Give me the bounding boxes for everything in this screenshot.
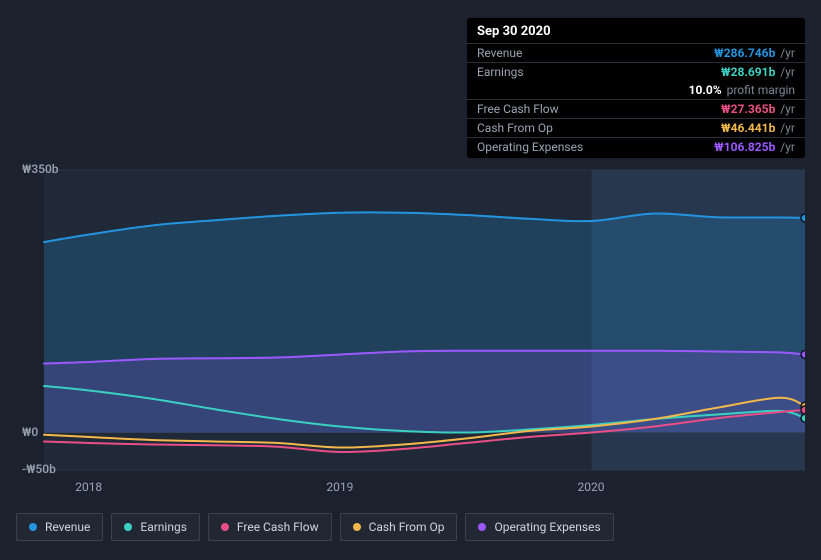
tooltip-value: ₩27.365b /yr (721, 102, 795, 116)
legend-item-earnings[interactable]: Earnings (111, 513, 200, 541)
x-tick-label: 2020 (578, 480, 605, 494)
tooltip-row: Operating Expenses ₩106.825b /yr (467, 137, 805, 156)
y-tick-label: ₩0 (22, 425, 38, 439)
chart-legend: Revenue Earnings Free Cash Flow Cash From O… (16, 513, 614, 541)
tooltip-metric: Cash From Op (477, 121, 553, 135)
legend-dot-icon (29, 523, 37, 531)
tooltip-value: ₩46.441b /yr (721, 121, 795, 135)
x-axis: 2018 2019 2020 (16, 480, 805, 500)
legend-label: Earnings (140, 520, 187, 534)
tooltip-row: Cash From Op ₩46.441b /yr (467, 118, 805, 137)
tooltip-value: ₩106.825b /yr (714, 140, 795, 154)
tooltip-row: Earnings ₩28.691b /yr (467, 62, 805, 81)
legend-label: Cash From Op (369, 520, 445, 534)
legend-dot-icon (478, 523, 486, 531)
y-tick-label: -₩50b (22, 462, 56, 476)
tooltip-row: 10.0% profit margin (467, 81, 805, 99)
tooltip-metric: Revenue (477, 46, 522, 60)
legend-dot-icon (221, 523, 229, 531)
y-tick-label: ₩350b (22, 162, 59, 176)
tooltip-value: ₩28.691b /yr (721, 65, 795, 79)
tooltip-row: Revenue ₩286.746b /yr (467, 43, 805, 62)
x-tick-label: 2019 (326, 480, 353, 494)
legend-label: Operating Expenses (494, 520, 600, 534)
legend-item-opex[interactable]: Operating Expenses (465, 513, 613, 541)
x-tick-label: 2018 (75, 480, 102, 494)
tooltip-metric: Free Cash Flow (477, 102, 559, 116)
legend-item-fcf[interactable]: Free Cash Flow (208, 513, 332, 541)
legend-dot-icon (124, 523, 132, 531)
tooltip-date: Sep 30 2020 (467, 24, 805, 43)
tooltip-metric: Operating Expenses (477, 140, 583, 154)
tooltip-value: 10.0% profit margin (689, 83, 795, 97)
legend-item-cfo[interactable]: Cash From Op (340, 513, 458, 541)
legend-dot-icon (353, 523, 361, 531)
legend-label: Revenue (45, 520, 90, 534)
legend-label: Free Cash Flow (237, 520, 319, 534)
tooltip-value: ₩286.746b /yr (714, 46, 795, 60)
tooltip-metric: Earnings (477, 65, 524, 79)
legend-item-revenue[interactable]: Revenue (16, 513, 103, 541)
tooltip-row: Free Cash Flow ₩27.365b /yr (467, 99, 805, 118)
chart-tooltip: Sep 30 2020 Revenue ₩286.746b /yr Earnings… (467, 18, 805, 158)
